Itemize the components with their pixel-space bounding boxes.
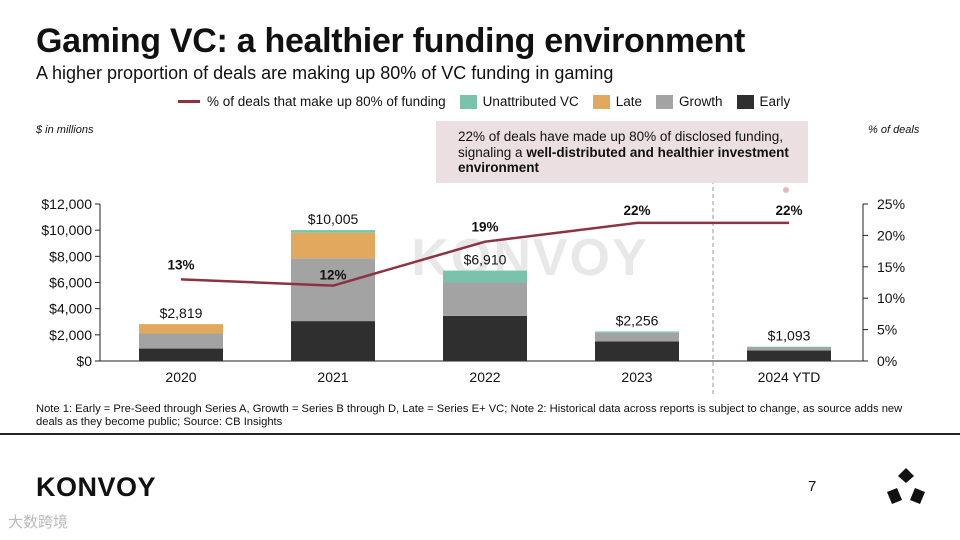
left-axis-tick-label: $0 — [76, 353, 92, 369]
left-axis-tick-label: $12,000 — [41, 196, 92, 212]
x-axis-category-label: 2023 — [621, 369, 652, 385]
legend-swatch-late — [592, 94, 610, 109]
bar-segment-unattributed — [291, 230, 375, 233]
x-axis-category-label: 2022 — [469, 369, 500, 385]
line-point-label: 22% — [623, 203, 650, 218]
right-axis-tick-label: 0% — [877, 353, 897, 369]
bar-segment-early — [443, 315, 527, 361]
percent-deals-line — [180, 221, 789, 287]
left-axis-tick-label: $2,000 — [49, 327, 92, 343]
bar-total-label: $2,819 — [160, 305, 203, 321]
bar-segment-unattributed — [595, 331, 679, 333]
legend-label-unattributed: Unattributed VC — [482, 94, 579, 109]
bar-total-label: $6,910 — [464, 252, 507, 268]
bar-segment-growth — [139, 333, 223, 349]
bar-series — [139, 230, 831, 361]
line-point-label: 19% — [471, 220, 498, 235]
bar-segment-growth — [443, 282, 527, 316]
funding-chart: $0 $2,000 $4,000 $6,000 $8,000 $10,000 $12,000… — [41, 180, 905, 396]
line-point-label: 12% — [319, 268, 346, 283]
insight-callout: 22% of deals have made up 80% of disclos… — [436, 121, 808, 183]
footer-divider — [0, 433, 960, 435]
callout-bold-text: well-distributed and healthier investmen… — [458, 144, 789, 176]
x-axis-category-label: 2020 — [165, 369, 196, 385]
chart-labels: $2,819 $10,005 $6,910 $2,256 $1,093 13% 12% 19%… — [160, 187, 811, 344]
bar-segment-early — [595, 341, 679, 361]
line-point-label: 13% — [167, 257, 194, 272]
legend-label-line: % of deals that make up 80% of funding — [207, 94, 446, 109]
right-axis-unit: % of deals — [868, 124, 920, 136]
bar-total-label: $1,093 — [768, 328, 811, 344]
line-series — [180, 221, 789, 287]
footnote: Note 1: Early = Pre-Seed through Series … — [36, 403, 903, 428]
left-axis-unit: $ in millions — [36, 124, 94, 136]
bar-total-label: $10,005 — [308, 211, 359, 227]
legend-item-early: Early — [736, 94, 791, 109]
callout-text: 22% of deals have made up 80% of disclos… — [458, 129, 783, 160]
bar-segment-late — [139, 324, 223, 334]
bar-segment-early — [291, 321, 375, 361]
left-axis-tick-label: $10,000 — [41, 222, 92, 238]
x-axis-category-label: 2024 YTD — [758, 369, 821, 385]
bar-segment-late — [291, 232, 375, 259]
bar-segment-early — [747, 350, 831, 361]
bar-segment-early — [139, 348, 223, 361]
legend-swatch-early — [736, 94, 754, 109]
legend-item-late: Late — [592, 94, 642, 109]
legend-item-unattributed: Unattributed VC — [459, 94, 579, 109]
legend-item-line: % of deals that make up 80% of funding — [178, 94, 446, 109]
bar-total-label: $2,256 — [616, 312, 659, 328]
bar-segment-growth — [291, 258, 375, 322]
bar-segment-unattributed — [443, 270, 527, 283]
page-subtitle: A higher proportion of deals are making … — [36, 63, 614, 83]
chart-axes: $0 $2,000 $4,000 $6,000 $8,000 $10,000 $12,000… — [41, 180, 905, 396]
right-axis-tick-label: 20% — [877, 227, 905, 243]
bar-segment-growth — [595, 332, 679, 342]
legend-label-late: Late — [615, 94, 642, 109]
right-axis-tick-label: 25% — [877, 196, 905, 212]
legend-label-early: Early — [759, 94, 791, 109]
page-title: Gaming VC: a healthier funding environme… — [36, 22, 746, 60]
right-axis-tick-label: 10% — [877, 290, 905, 306]
legend-item-growth: Growth — [656, 94, 723, 109]
konvoy-logo: KONVOY — [36, 472, 157, 502]
x-axis-category-label: 2021 — [317, 369, 348, 385]
line-point-label: 22% — [775, 203, 802, 218]
right-axis-tick-label: 5% — [877, 322, 897, 338]
legend-swatch-growth — [656, 94, 673, 109]
left-axis-tick-label: $4,000 — [49, 301, 92, 317]
legend-swatch-line — [178, 100, 200, 103]
bar-segment-growth — [747, 347, 831, 351]
footer-watermark: 大数跨境 — [8, 514, 69, 531]
bar-segment-unattributed — [747, 346, 831, 348]
brand-mark-icon — [887, 468, 925, 504]
page-number: 7 — [808, 478, 817, 495]
left-axis-tick-label: $6,000 — [49, 275, 92, 291]
chart-legend: % of deals that make up 80% of funding U… — [178, 94, 804, 109]
callout-connector-dot — [783, 187, 789, 193]
right-axis-tick-label: 15% — [877, 259, 905, 275]
left-axis-tick-label: $8,000 — [49, 248, 92, 264]
legend-swatch-unattributed — [459, 94, 477, 109]
legend-label-growth: Growth — [679, 94, 723, 109]
